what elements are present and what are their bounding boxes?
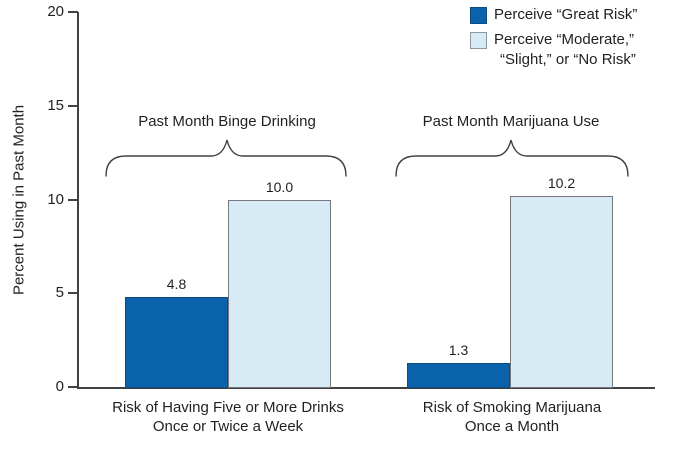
y-tick-label: 20 (47, 3, 64, 20)
bar-value-binge-drinking-great-risk: 4.8 (166, 276, 187, 292)
brace-binge-drinking (105, 139, 347, 177)
group-title-marijuana-use: Past Month Marijuana Use (422, 113, 600, 130)
legend-item-great-risk: Perceive “Great Risk” (470, 5, 637, 25)
y-tick-label: 15 (47, 96, 64, 114)
legend-label-moderate-risk: Perceive “Moderate,” “Slight,” or “No Ri… (494, 30, 636, 70)
legend-item-moderate-risk: Perceive “Moderate,” “Slight,” or “No Ri… (470, 30, 637, 70)
x-label-line: Risk of Smoking Marijuana (422, 399, 602, 416)
x-label-line: Risk of Having Five or More Drinks (112, 399, 344, 416)
y-tick-mark (68, 11, 78, 13)
bar-value-marijuana-use-great-risk: 1.3 (448, 341, 469, 358)
bar-binge-drinking-moderate-risk (228, 199, 331, 388)
group-title-binge-drinking: Past Month Binge Drinking (138, 113, 316, 130)
bar-value-marijuana-use-moderate-risk: 10.2 (547, 174, 576, 191)
x-label-line: Once or Twice a Week (152, 418, 304, 435)
legend-label-line1: Perceive “Moderate,” (494, 31, 635, 48)
x-label-marijuana-use: Risk of Smoking Marijuana Once a Month (387, 398, 637, 436)
y-tick-label: 5 (55, 284, 64, 302)
x-axis-line (77, 387, 655, 389)
legend-label-line2: “Slight,” or “No Risk” (500, 51, 636, 68)
x-label-binge-drinking: Risk of Having Five or More Drinks Once … (77, 398, 379, 436)
y-axis-title: Percent Using in Past Month (10, 104, 28, 296)
y-tick-mark (68, 198, 78, 201)
bar-marijuana-use-moderate-risk (510, 195, 613, 388)
bar-marijuana-use-great-risk (407, 362, 510, 388)
bar-value-binge-drinking-moderate-risk: 10.0 (265, 178, 294, 195)
bar-binge-drinking-great-risk (125, 297, 228, 388)
legend-swatch-great-risk (470, 7, 487, 24)
brace-marijuana-use (395, 139, 629, 177)
y-tick-mark (68, 386, 78, 388)
y-axis-line (77, 12, 79, 388)
x-label-line: Once a Month (464, 418, 560, 435)
y-tick-mark (68, 292, 78, 295)
legend: Perceive “Great Risk” Perceive “Moderate… (470, 5, 637, 75)
legend-swatch-moderate-risk (470, 32, 487, 49)
y-tick-label: 10 (47, 190, 64, 208)
y-tick-mark (68, 104, 78, 107)
legend-label-great-risk: Perceive “Great Risk” (494, 6, 638, 23)
y-tick-label: 0 (55, 378, 64, 395)
